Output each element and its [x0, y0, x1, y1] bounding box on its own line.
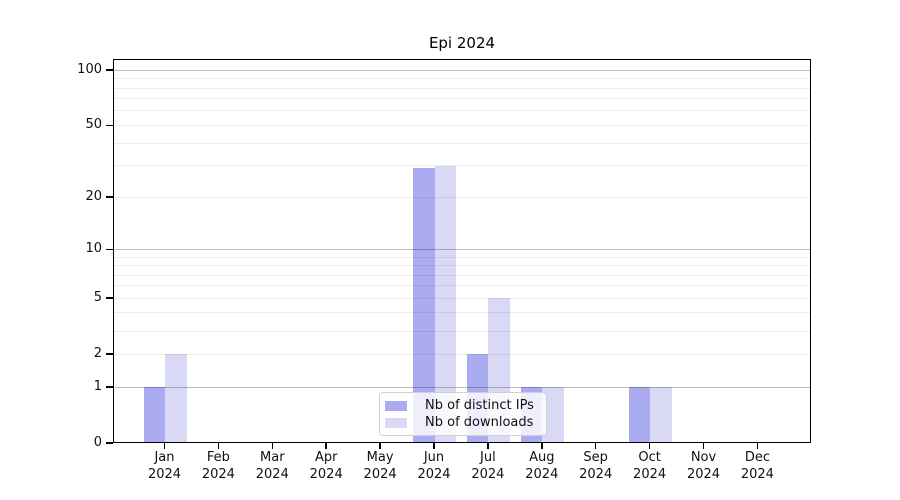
- legend: Nb of distinct IPs Nb of downloads: [379, 392, 547, 436]
- x-tick-mark: [648, 443, 651, 449]
- x-tick-mark: [217, 443, 220, 449]
- y-tick-mark: [106, 297, 113, 300]
- plot-area: [113, 59, 811, 443]
- y-tick-label: 1: [93, 379, 102, 394]
- gridline-minor: [113, 265, 811, 266]
- x-tick-label: Jun 2024: [417, 450, 451, 482]
- x-tick-mark: [379, 443, 381, 449]
- gridline-minor: [113, 87, 811, 89]
- y-tick-label: 20: [85, 189, 102, 205]
- x-tick-label: Jan 2024: [147, 450, 182, 482]
- legend-entry-downloads: Nb of downloads: [385, 414, 538, 431]
- y-tick-label: 0: [93, 435, 102, 450]
- gridline-minor: [113, 78, 811, 80]
- legend-swatch-downloads: [385, 417, 407, 428]
- bar-distinct-ips-0: [143, 387, 165, 443]
- x-tick-label: Aug 2024: [525, 450, 559, 482]
- y-tick-mark: [106, 353, 113, 356]
- x-tick-label: Mar 2024: [255, 450, 289, 482]
- legend-entry-distinct-ips: Nb of distinct IPs: [385, 397, 538, 414]
- gridline-minor: [113, 142, 811, 144]
- chart-title: Epi 2024: [428, 34, 496, 52]
- y-tick-label: 5: [93, 290, 102, 306]
- gridline-minor: [113, 196, 811, 198]
- bar-distinct-ips-9: [628, 387, 651, 443]
- gridline-minor: [113, 98, 811, 100]
- gridline-minor: [113, 110, 811, 112]
- x-tick-mark: [487, 443, 489, 449]
- x-tick-label: Nov 2024: [686, 450, 721, 482]
- x-tick-label: Dec 2024: [740, 450, 774, 482]
- gridline-minor: [113, 353, 811, 355]
- x-tick-label: Oct 2024: [633, 450, 667, 482]
- bar-downloads-7: [542, 387, 564, 443]
- x-tick-mark: [163, 443, 166, 449]
- x-tick-mark: [433, 443, 435, 449]
- x-tick-mark: [756, 443, 759, 449]
- x-tick-label: Feb 2024: [201, 450, 235, 482]
- gridline-minor: [113, 256, 811, 258]
- gridline-minor: [113, 274, 811, 276]
- gridline-minor: [113, 297, 811, 299]
- bar-downloads-5: [434, 165, 456, 443]
- gridline-major: [113, 248, 811, 250]
- y-tick-mark: [106, 196, 113, 198]
- gridline-minor: [113, 285, 811, 287]
- y-tick-mark: [106, 442, 113, 444]
- bar-distinct-ips-5: [413, 168, 435, 443]
- legend-swatch-distinct-ips: [385, 400, 407, 411]
- bar-downloads-9: [650, 387, 672, 443]
- gridline-minor: [113, 330, 811, 332]
- x-tick-label: May 2024: [363, 450, 397, 482]
- x-tick-mark: [541, 443, 543, 449]
- x-tick-label: Sep 2024: [579, 450, 613, 482]
- y-tick-label: 100: [77, 62, 102, 78]
- legend-label-distinct-ips: Nb of distinct IPs: [425, 398, 534, 413]
- gridline-minor: [113, 312, 811, 314]
- gridline-minor: [113, 124, 811, 126]
- y-tick-label: 2: [93, 346, 102, 362]
- x-tick-mark: [702, 443, 705, 449]
- bar-downloads-0: [165, 354, 187, 443]
- legend-label-downloads: Nb of downloads: [425, 415, 534, 430]
- gridline-minor: [113, 165, 811, 167]
- y-tick-label: 10: [85, 241, 102, 257]
- x-tick-mark: [271, 443, 274, 449]
- y-tick-label: 50: [85, 117, 102, 133]
- x-tick-mark: [325, 443, 327, 449]
- x-tick-mark: [594, 443, 597, 449]
- y-tick-mark: [106, 69, 113, 71]
- gridline-major: [113, 386, 811, 388]
- x-tick-label: Jul 2024: [471, 450, 505, 482]
- y-tick-mark: [106, 248, 113, 251]
- y-tick-mark: [106, 386, 113, 388]
- x-tick-label: Apr 2024: [309, 450, 343, 482]
- gridline-major: [113, 69, 811, 71]
- y-tick-mark: [106, 124, 113, 127]
